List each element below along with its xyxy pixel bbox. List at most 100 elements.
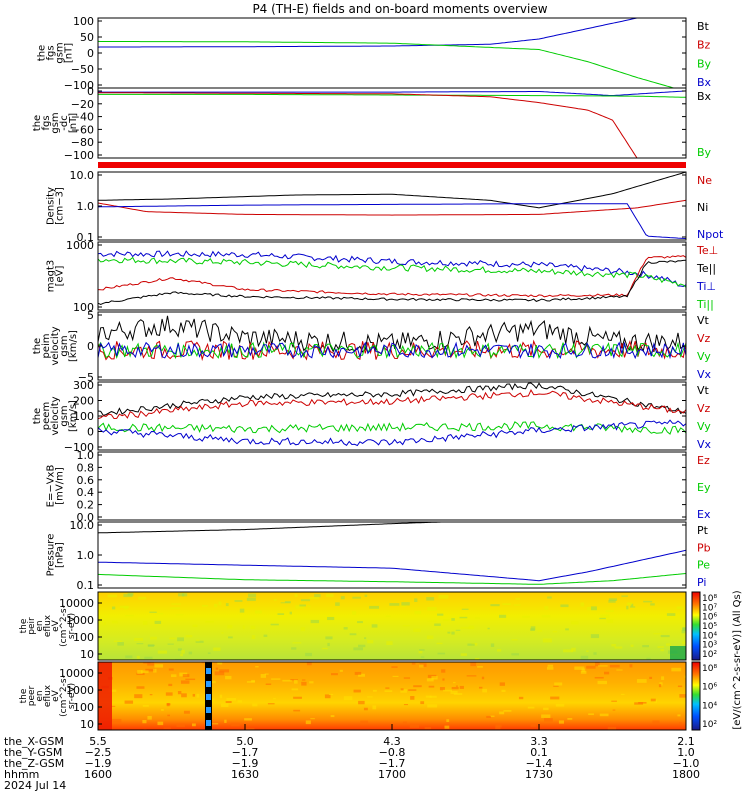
spectrogram-cell [411,662,416,665]
spectrogram-cell [594,676,604,679]
spectrogram-cell [605,610,614,613]
colorbar-tick-label: 10⁶ [702,683,717,693]
spectrogram-cell [571,621,579,625]
y-label-line: fgs [41,115,52,130]
spectrogram-cell [420,656,425,658]
spectrogram-cell [466,675,477,677]
spectrogram-cell [214,671,225,676]
spectrogram-cell [369,605,380,609]
spectrogram-cell [144,656,153,660]
spectrogram-cell [166,703,170,707]
spectrogram-cell [537,629,543,632]
spectrogram-cell [111,718,122,723]
spectrogram-cell [217,662,223,665]
spectrogram-cell [439,687,445,691]
y-tick-label: −50 [71,63,94,76]
spectrogram-cell [111,620,118,624]
spectrogram-cell [438,594,449,599]
spectrogram-cell [138,596,147,600]
spectrogram-cell [424,726,432,730]
spectrogram-cell [400,688,404,691]
spectrogram-cell [372,689,377,692]
spectrogram-cell [293,709,301,712]
spectrogram-cell [353,689,361,693]
spectrogram-cell [263,634,268,637]
spectrogram-cell [389,603,400,606]
spectrogram-cell [630,603,634,607]
spectrogram-cell [108,689,117,692]
spectrogram-cell [590,634,600,639]
spectrogram-cell [649,676,653,679]
spectrogram-cell [541,714,551,718]
series-Pe [98,573,686,585]
colorbar [691,661,701,731]
spectrogram-cell [153,668,157,673]
spectrogram-cell [437,613,444,616]
spectrogram-cell [565,628,569,631]
legend-Ni: Ni [697,201,708,214]
spectrogram-cell [358,644,366,648]
spectrogram-cell [530,723,536,727]
spectrogram-cell [343,696,353,701]
spectrogram-cell [169,637,176,640]
spectrogram-cell [574,666,585,670]
legend-Pe: Pe [697,559,710,572]
spectrogram-cell [196,693,200,698]
spectrogram-cell [614,646,623,649]
spectrogram-cell [145,668,156,672]
x-tick-label-hhmm: 1730 [525,768,553,781]
spectrogram-cell [300,599,311,602]
colorbar-tick-label: 10² [702,720,717,730]
spectrogram-cell [580,670,587,674]
spectrogram-cell [599,617,606,620]
spectrogram-cell [586,650,589,652]
data-gap-mark [206,668,211,674]
spectrogram-cell [246,681,255,683]
y-label-line: [km/s] [68,400,79,432]
spectrogram-cell [609,664,620,668]
colorbar-label: [eV/(cm^2-s-sr-eV)] (All Qs) [732,590,743,729]
spectrogram-cell [170,607,181,610]
spectrogram-cell [331,673,338,676]
spectrogram-cell [563,649,573,653]
y-tick-label: −100 [64,441,94,454]
colorbar-tick-label: 10⁷ [702,603,717,613]
spectrogram-cell [154,664,164,668]
spectrogram-cell [176,723,185,728]
spectrogram-cell [117,642,124,646]
spectrogram-cell [401,602,410,606]
x-tick-label-z: −1.9 [232,757,259,770]
x-row-label: the_Y-GSM [4,746,62,759]
y-label-line: the [32,115,43,131]
spectrogram-cell [567,718,573,720]
spectrogram-cell [553,685,559,687]
spectrogram-cell [225,675,232,680]
spectrogram-cell [606,619,614,623]
spectrogram-cell [451,618,455,621]
spectrogram-cell [555,703,565,707]
panel-peir_flux: 10000100010010thepeirenefluxeV(cm^2-s-sr… [19,591,717,661]
spectrogram-cell [168,668,174,671]
spectrogram-cell [636,679,647,683]
y-tick-label: 0.1 [77,231,95,244]
spectrogram-cell [511,639,518,641]
y-tick-label: 10 [80,718,94,731]
x-tick-label-x: 3.3 [530,735,548,748]
spectrogram-cell [231,722,240,727]
spectrogram-cell [400,689,407,693]
y-label-line: [km/s] [68,330,79,362]
spectrogram-cell [294,594,298,597]
spectrogram-cell [544,606,549,610]
panel-frame [97,87,687,159]
spectrogram-cell [586,665,596,669]
spectrogram-cell [310,718,315,720]
spectrogram-cell [660,649,664,652]
spectrogram-cell [228,636,233,639]
colorbar-tick-label: 10³ [702,641,717,651]
spectrogram-cell [335,602,340,606]
spectrogram-cell [501,689,506,693]
spectrogram-cell [455,629,461,631]
legend-Ey: Ey [697,481,711,494]
legend-Vx: Vx [697,368,712,381]
y-label-line: velocity [50,396,61,435]
